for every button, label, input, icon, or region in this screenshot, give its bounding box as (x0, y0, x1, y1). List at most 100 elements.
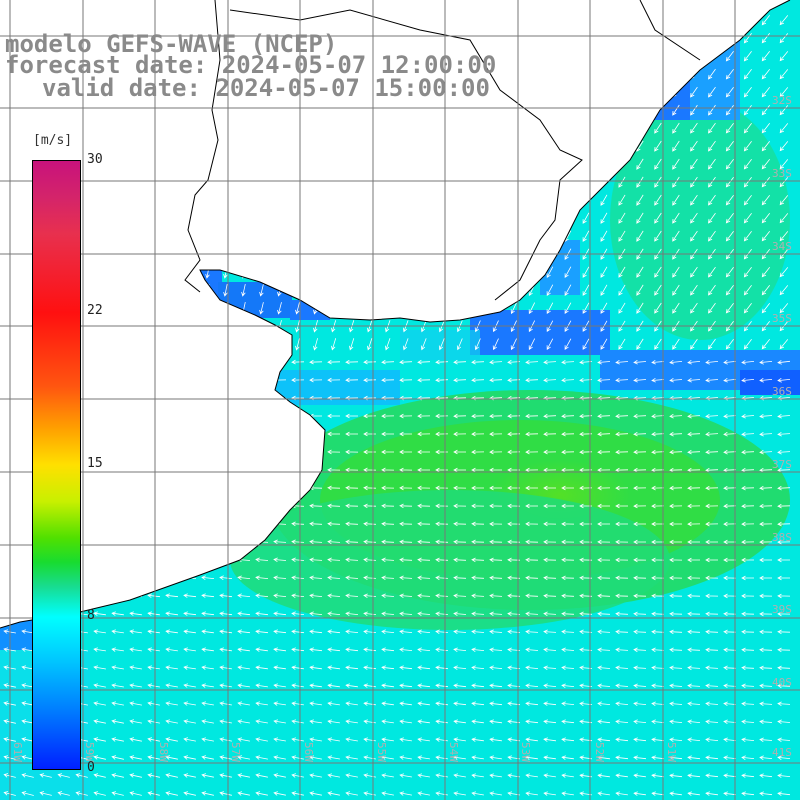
lat-label: 34S (772, 240, 792, 253)
wind-arrow (528, 230, 536, 243)
wind-arrow (705, 719, 719, 725)
wind-arrow (582, 266, 590, 278)
wind-arrow (147, 791, 160, 796)
wind-arrow (399, 467, 413, 473)
wind-arrow (708, 14, 716, 26)
wind-arrow (633, 431, 647, 437)
wind-arrow (327, 467, 341, 473)
wind-arrow (654, 266, 662, 278)
wind-arrow (147, 557, 161, 563)
wind-arrow (93, 629, 106, 634)
wind-arrow (687, 683, 701, 689)
wind-arrow (363, 449, 376, 455)
wind-arrow (420, 302, 427, 315)
wind-arrow (309, 665, 322, 670)
wind-arrow (633, 647, 647, 653)
wind-arrow (474, 230, 481, 243)
wind-arrow (255, 647, 268, 652)
wind-arrow (205, 212, 210, 225)
wind-arrow (399, 683, 413, 688)
wind-arrow (687, 467, 701, 473)
wind-arrow (435, 665, 449, 670)
wind-arrow (201, 701, 214, 706)
wind-arrow (471, 377, 485, 383)
lat-label: 32S (772, 94, 792, 107)
wind-arrow (474, 284, 481, 297)
wind-arrow (147, 647, 160, 652)
wind-arrow (600, 338, 608, 350)
wind-arrow (309, 521, 323, 527)
wind-arrow (327, 647, 341, 652)
wind-arrow (255, 719, 268, 724)
wind-arrow (741, 755, 755, 761)
wind-arrow (651, 521, 664, 527)
wind-arrow (618, 212, 626, 224)
wind-arrow (291, 575, 305, 581)
wind-arrow (525, 719, 539, 724)
lon-label: 54W (447, 742, 460, 762)
wind-arrow (741, 575, 754, 581)
wind-arrow (759, 737, 773, 743)
wind-arrow (582, 302, 590, 314)
wind-arrow (779, 159, 789, 170)
wind-arrow (561, 647, 575, 653)
wind-arrow (618, 68, 626, 80)
wind-arrow (687, 719, 701, 725)
wind-arrow (295, 104, 300, 117)
wind-arrow (420, 32, 427, 45)
wind-arrow (597, 773, 610, 778)
wind-arrow (435, 683, 449, 688)
wind-arrow (453, 629, 467, 635)
wind-arrow (111, 377, 125, 383)
wind-arrow (528, 212, 536, 225)
wind-arrow (255, 701, 268, 706)
wind-arrow (367, 266, 373, 279)
title-valid-date: valid date: 2024-05-07 15:00:00 (42, 74, 490, 102)
wind-arrow (582, 158, 590, 170)
wind-arrow (21, 629, 34, 634)
wind-arrow (21, 791, 34, 796)
wind-arrow (277, 122, 282, 135)
wind-arrow (453, 791, 466, 796)
wind-arrow (492, 338, 499, 351)
wind-arrow (741, 737, 755, 743)
wind-arrow (295, 230, 300, 243)
wind-arrow (618, 176, 626, 188)
wind-arrow (165, 611, 179, 616)
wind-arrow (618, 86, 626, 98)
wind-arrow (402, 32, 409, 45)
wind-arrow (345, 557, 359, 563)
wind-arrow (237, 377, 250, 383)
wind-arrow (183, 539, 197, 545)
lat-label: 38S (772, 531, 792, 544)
wind-arrow (600, 194, 608, 206)
wind-arrow (546, 338, 554, 351)
wind-arrow (489, 359, 503, 365)
wind-arrow (93, 539, 107, 545)
wind-arrow (183, 431, 197, 437)
wind-arrow (435, 503, 449, 509)
wind-arrow (723, 719, 737, 725)
wind-arrow (367, 140, 373, 153)
wind-arrow (259, 194, 264, 207)
wind-arrow (295, 194, 300, 207)
wind-arrow (417, 521, 431, 527)
wind-arrow (133, 301, 138, 315)
wind-arrow (111, 611, 124, 616)
wind-arrow (582, 212, 590, 224)
wind-arrow (223, 194, 228, 207)
wind-arrow (237, 773, 250, 778)
wind-arrow (147, 413, 161, 419)
wind-arrow (492, 104, 499, 117)
wind-arrow (255, 503, 269, 509)
wind-arrow (273, 539, 287, 545)
wind-arrow (420, 266, 427, 279)
wind-arrow (420, 194, 427, 207)
wind-arrow (201, 611, 215, 616)
wind-arrow (471, 791, 484, 796)
wind-arrow (510, 176, 517, 189)
wind-arrow (183, 557, 197, 563)
wind-arrow (313, 158, 318, 171)
wind-arrow (291, 539, 305, 545)
wind-arrow (705, 521, 719, 527)
